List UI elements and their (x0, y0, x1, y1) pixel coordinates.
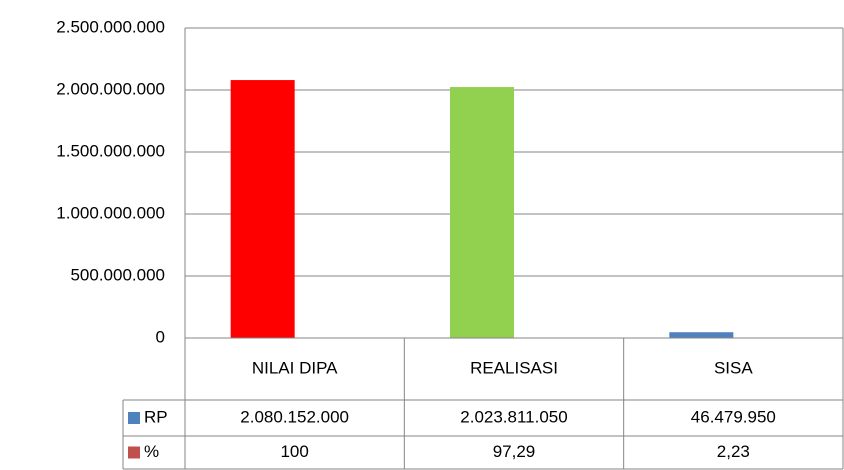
legend-label: RP (144, 407, 168, 426)
data-table-value: 97,29 (493, 442, 536, 461)
bar (230, 80, 295, 338)
y-tick-label: 2.500.000.000 (56, 17, 165, 36)
data-table-value: 2.080.152.000 (240, 407, 349, 426)
data-table-value: 46.479.950 (691, 407, 776, 426)
x-tick-label: SISA (714, 358, 753, 377)
bar (450, 87, 514, 339)
y-tick-label: 500.000.000 (70, 265, 165, 284)
y-tick-label: 2.000.000.000 (56, 79, 165, 98)
legend-label: % (144, 442, 159, 461)
y-tick-label: 1.500.000.000 (56, 141, 165, 160)
x-tick-label: NILAI DIPA (252, 358, 338, 377)
x-tick-label: REALISASI (470, 358, 558, 377)
legend-key (128, 446, 140, 459)
data-table-value: 2,23 (717, 442, 750, 461)
bar (669, 332, 734, 338)
data-table-value: 100 (280, 442, 308, 461)
legend-key (128, 412, 140, 424)
y-tick-label: 0 (156, 327, 165, 346)
y-tick-label: 1.000.000.000 (56, 203, 165, 222)
data-table-value: 2.023.811.050 (460, 407, 567, 426)
